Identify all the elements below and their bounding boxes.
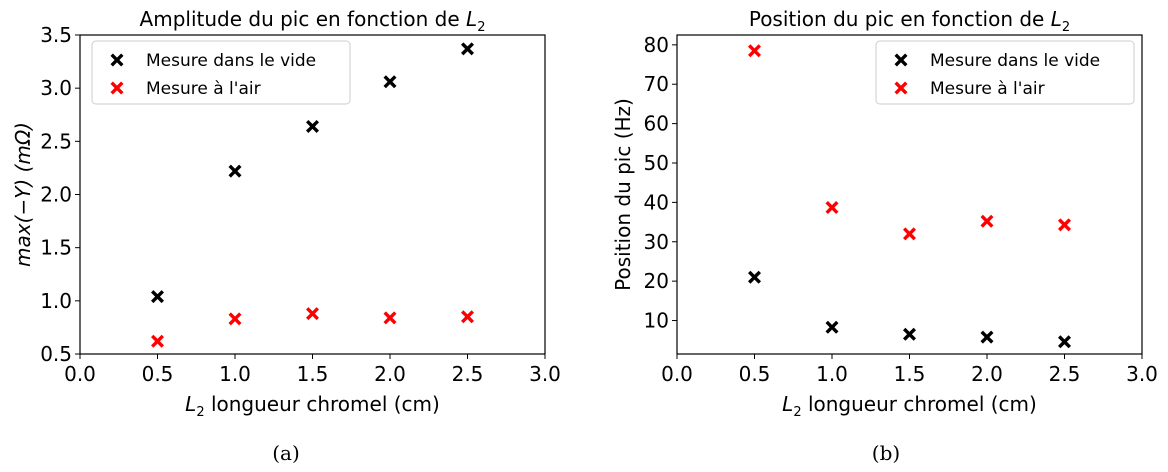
y-tick-label: 30	[644, 230, 669, 254]
x-tick-label: 3.0	[1126, 362, 1158, 386]
y-tick-label: 3.5	[40, 23, 72, 47]
subfigure-caption: (b)	[872, 441, 900, 465]
y-tick-label: 20	[644, 269, 669, 293]
point-air	[383, 311, 397, 325]
point-vide	[383, 75, 397, 89]
y-axis-label: Position du pic (Hz)	[611, 98, 635, 291]
y-tick-label: 40	[644, 190, 669, 214]
x-tick-label: 0.5	[739, 362, 771, 386]
chart-title-variable: L	[1051, 7, 1062, 31]
point-vide	[748, 270, 761, 284]
legend-box	[875, 40, 1135, 105]
point-vide	[151, 290, 164, 304]
chart-title: Amplitude du pic en fonction de L2	[140, 7, 486, 35]
point-vide	[1058, 335, 1071, 349]
x-tick-label: 0.5	[142, 362, 174, 386]
x-axis-label-variable: L	[185, 392, 196, 416]
legend: Mesure dans le vide Mesure à l'air	[875, 40, 1135, 105]
chart-title: Position du pic en fonction de L2	[749, 7, 1070, 35]
point-vide	[980, 330, 994, 344]
y-axis-label: max(−Y) (mΩ)	[11, 122, 35, 267]
plot-frame	[79, 34, 546, 355]
x-tick-label: 1.5	[894, 362, 926, 386]
y-tick-label: 50	[644, 151, 669, 175]
chart-a: Amplitude du pic en fonction de L20.0 0.5…	[11, 7, 561, 465]
x-axis-label-text: longueur chromel (cm)	[802, 392, 1037, 416]
legend-label: Mesure dans le vide	[930, 51, 1100, 71]
x-tick-label: 2.0	[971, 362, 1003, 386]
x-tick-label: 2.5	[1049, 362, 1081, 386]
point-vide	[903, 327, 916, 341]
chart-title-subscript: 2	[477, 20, 485, 35]
y-tick-label: 1.5	[40, 236, 72, 260]
legend-label: Mesure à l'air	[146, 79, 261, 99]
point-vide	[228, 164, 242, 178]
x-axis-label-text: longueur chromel (cm)	[205, 392, 440, 416]
point-air	[903, 227, 916, 241]
legend-label: Mesure dans le vide	[146, 51, 316, 71]
point-air	[228, 312, 242, 326]
point-air	[151, 334, 164, 348]
point-air	[461, 310, 474, 324]
chart-title-text: Amplitude du pic en fonction de	[140, 7, 467, 31]
x-tick-label: 1.0	[219, 362, 251, 386]
y-tick-label: 70	[644, 72, 669, 96]
x-tick-label: 1.5	[297, 362, 329, 386]
y-tick-label: 1.0	[40, 289, 72, 313]
chart-title-subscript: 2	[1062, 20, 1070, 35]
legend-marker	[110, 81, 124, 95]
x-axis-label: L2 longueur chromel (cm)	[185, 392, 440, 420]
y-tick-label: 60	[644, 112, 669, 136]
legend-label: Mesure à l'air	[930, 79, 1045, 99]
x-tick-label: 0.0	[64, 362, 96, 386]
y-tick-label: 3.0	[40, 76, 72, 100]
x-tick-label: 1.0	[816, 362, 848, 386]
x-axis-label-variable: L	[782, 392, 793, 416]
subfigure-caption: (a)	[272, 441, 300, 465]
legend-marker	[110, 53, 124, 67]
chart-title-variable: L	[466, 7, 477, 31]
point-air	[306, 307, 319, 321]
legend-box	[91, 40, 351, 105]
x-axis-label-subscript: 2	[793, 405, 801, 420]
y-tick-label: 10	[644, 309, 669, 333]
point-air	[980, 214, 994, 228]
x-tick-label: 2.0	[374, 362, 406, 386]
x-tick-label: 0.0	[661, 362, 693, 386]
legend-marker	[894, 81, 908, 95]
y-tick-label: 2.0	[40, 183, 72, 207]
plot-frame	[676, 34, 1143, 355]
point-vide	[825, 320, 839, 334]
point-vide	[461, 42, 474, 56]
legend-marker	[894, 53, 908, 67]
chart-title-text: Position du pic en fonction de	[749, 7, 1051, 31]
x-tick-label: 3.0	[529, 362, 561, 386]
x-axis-label-subscript: 2	[196, 405, 204, 420]
x-axis-label: L2 longueur chromel (cm)	[782, 392, 1037, 420]
y-tick-label: 80	[644, 33, 669, 57]
point-vide	[306, 119, 319, 133]
point-air	[825, 200, 839, 214]
y-tick-label: 2.5	[40, 129, 72, 153]
legend: Mesure dans le vide Mesure à l'air	[91, 40, 351, 105]
x-tick-label: 2.5	[452, 362, 484, 386]
point-air	[748, 44, 761, 58]
point-air	[1058, 218, 1071, 232]
chart-b: Position du pic en fonction de L20.0 0.5 1…	[611, 7, 1158, 465]
y-tick-label: 0.5	[40, 342, 72, 366]
